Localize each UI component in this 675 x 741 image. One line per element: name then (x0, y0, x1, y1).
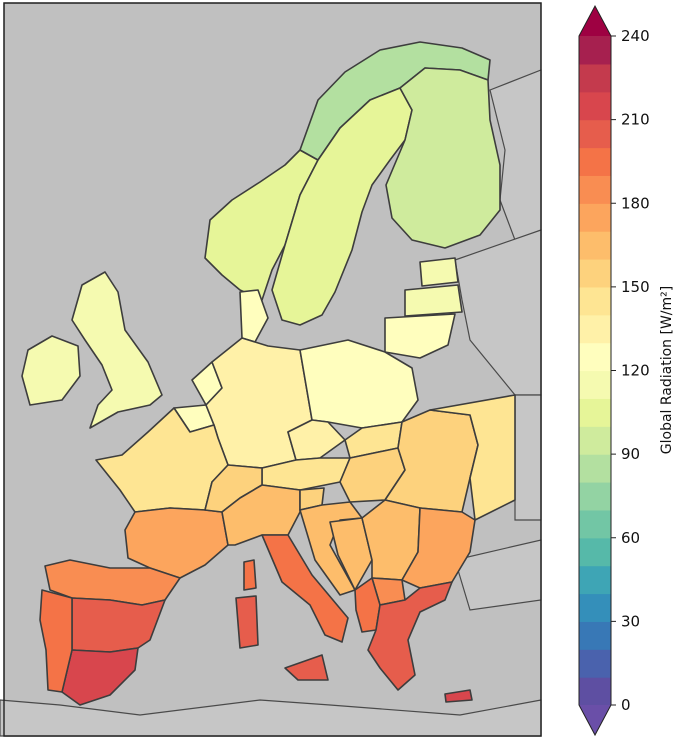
map-regions (21, 41, 516, 706)
colorbar-segment (579, 286, 611, 316)
colorbar-tick-label: 180 (621, 194, 650, 212)
colorbar-under-arrow (579, 705, 611, 735)
region-denmark (239, 289, 269, 343)
colorbar-segment (579, 398, 611, 427)
colorbar-tick-label: 90 (621, 445, 640, 463)
colorbar-segment (579, 509, 611, 539)
colorbar-segment (579, 314, 611, 344)
region-southern-spain (61, 647, 139, 706)
region-crete (444, 689, 473, 703)
non-study-country (514, 394, 542, 521)
map-frame (3, 2, 542, 737)
colorbar-segment (579, 454, 611, 483)
colorbar-segment (579, 203, 611, 232)
region-finland (385, 67, 501, 249)
colorbar-segment (579, 426, 611, 455)
map-panel (0, 2, 542, 737)
colorbar-segment (579, 91, 611, 121)
region-bosnia-and-herzegovina (329, 517, 373, 591)
colorbar-label: Global Radiation [W/m²] (659, 286, 675, 454)
colorbar-tick-label: 240 (621, 27, 650, 45)
region-united-kingdom (71, 271, 163, 429)
colorbar-segment (579, 370, 611, 399)
colorbar-segment (579, 36, 611, 65)
colorbar-segment (579, 119, 611, 149)
colorbar-segment (579, 342, 611, 372)
colorbar-segment (579, 565, 611, 595)
colorbar-tick-label: 120 (621, 362, 650, 380)
colorbar-segment (579, 621, 611, 650)
colorbar-tick-label: 30 (621, 612, 640, 630)
colorbar-segment (579, 231, 611, 260)
colorbar-segment (579, 649, 611, 678)
region-eastern-romania (429, 394, 516, 521)
colorbar: 0 30 60 90 120 150 180 210 240 Global Radiation … (578, 4, 675, 737)
region-portugal (39, 589, 73, 693)
colorbar-tick-label: 60 (621, 529, 640, 547)
region-sicily (284, 654, 329, 681)
region-northern-italy (221, 484, 301, 546)
colorbar-segment (579, 482, 611, 511)
region-southern-france (124, 507, 229, 579)
region-lithuania (384, 313, 456, 359)
colorbar-segment (579, 259, 611, 288)
colorbar-segments (579, 36, 611, 706)
colorbar-ticks: 0 30 60 90 120 150 180 210 240 (611, 27, 650, 714)
colorbar-segment (579, 537, 611, 567)
colorbar-tick-label: 150 (621, 278, 650, 296)
colorbar-tick-label: 210 (621, 111, 650, 129)
colorbar-segment (579, 147, 611, 176)
region-ireland (21, 335, 81, 406)
region-greece (367, 581, 453, 691)
region-sweden (271, 87, 413, 326)
region-sardinia (235, 595, 259, 649)
non-study-land (0, 69, 542, 737)
colorbar-over-arrow (579, 6, 611, 36)
region-latvia (404, 284, 463, 317)
region-estonia (419, 257, 459, 287)
region-corsica (243, 559, 257, 591)
colorbar-tick-label: 0 (621, 696, 631, 714)
colorbar-segment (579, 593, 611, 622)
colorbar-segment (579, 677, 611, 706)
colorbar-segment (579, 175, 611, 204)
region-southern-italy (261, 534, 349, 643)
colorbar-segment (579, 63, 611, 93)
